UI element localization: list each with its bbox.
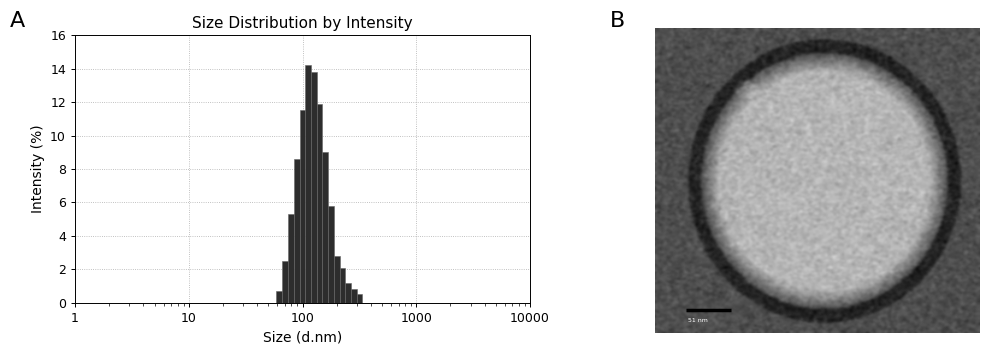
Bar: [288, 214, 294, 303]
Bar: [311, 72, 317, 303]
Bar: [282, 261, 288, 303]
Bar: [351, 289, 357, 303]
Text: A: A: [10, 11, 25, 31]
Bar: [294, 159, 300, 303]
Bar: [276, 291, 282, 303]
Text: B: B: [610, 11, 625, 31]
Bar: [328, 206, 334, 303]
Bar: [345, 283, 351, 303]
X-axis label: Size (d.nm): Size (d.nm): [263, 330, 342, 344]
Y-axis label: Intensity (%): Intensity (%): [31, 125, 45, 213]
Bar: [334, 256, 340, 303]
Bar: [357, 294, 362, 303]
Bar: [305, 65, 311, 303]
Bar: [340, 268, 345, 303]
Bar: [300, 111, 305, 303]
Bar: [322, 152, 328, 303]
Bar: [317, 104, 322, 303]
Title: Size Distribution by Intensity: Size Distribution by Intensity: [192, 16, 413, 31]
Text: 51 nm: 51 nm: [688, 318, 707, 323]
